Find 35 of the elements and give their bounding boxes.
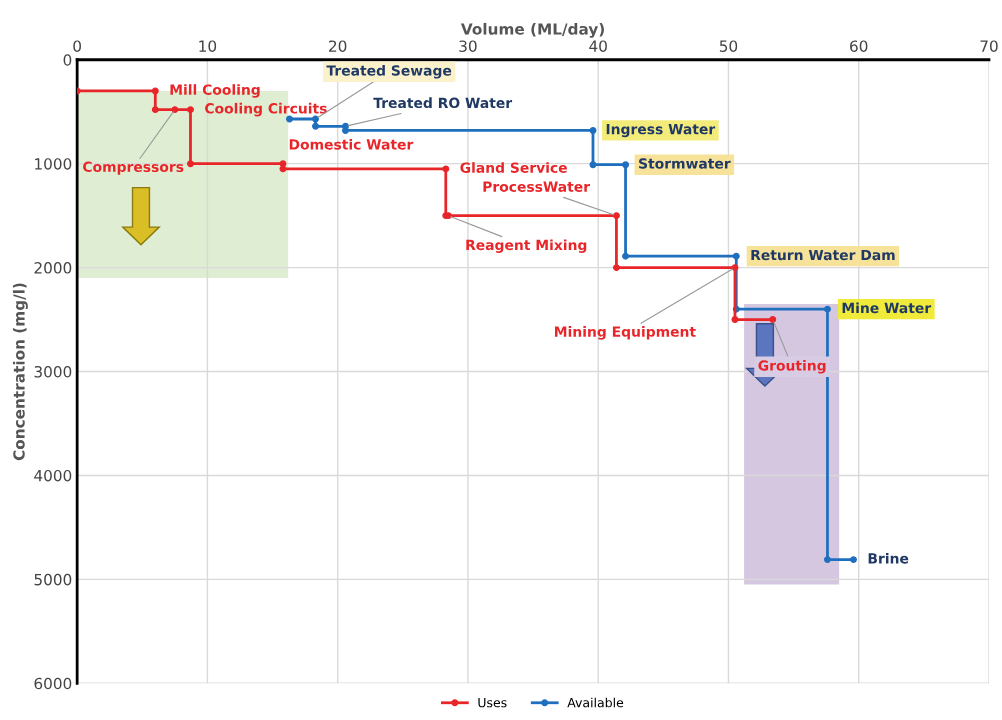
x-tick-label: 60 (850, 40, 868, 52)
annotation: Return Water Dam (751, 249, 895, 261)
x-tick-label: 10 (199, 40, 217, 52)
legend-label: Uses (478, 698, 507, 708)
annotation: Stormwater (639, 158, 731, 169)
annotation: Cooling Circuits (205, 102, 327, 117)
x-tick-label: 50 (719, 40, 738, 52)
annotation: Domestic Water (289, 138, 414, 150)
x-axis-title: Volume (ML/day) (460, 22, 604, 38)
x-tick-label: 30 (459, 40, 477, 52)
annotation: ProcessWater (483, 181, 590, 192)
y-tick-label: 6000 (34, 677, 72, 690)
annotation: Brine (868, 552, 909, 564)
annotation: Compressors (83, 161, 184, 175)
legend-label: Available (567, 697, 624, 708)
y-axis-title: Concentration (mg/l) (12, 283, 28, 461)
y-tick-label: 4000 (34, 469, 72, 482)
annotation: Mill Cooling (170, 84, 260, 98)
annotation: Mine Water (842, 302, 932, 314)
annotation: Gland Service (460, 162, 567, 173)
x-tick-label: 0 (73, 40, 81, 52)
y-tick-label: 1000 (35, 158, 72, 170)
annotation: Treated Sewage (326, 65, 452, 79)
y-tick-label: 2000 (34, 262, 72, 274)
annotation: Reagent Mixing (466, 239, 587, 253)
annotation: Mining Equipment (555, 326, 696, 340)
x-tick-label: 40 (589, 40, 607, 52)
y-tick-label: 3000 (34, 365, 72, 378)
annotation: Treated RO Water (373, 97, 513, 109)
y-tick-label: 0 (63, 54, 72, 66)
y-tick-label: 5000 (34, 573, 72, 586)
annotation: Ingress Water (606, 124, 716, 138)
x-tick-label: 20 (329, 40, 347, 52)
annotation: Grouting (758, 360, 826, 374)
x-tick-label: 70 (980, 40, 998, 52)
